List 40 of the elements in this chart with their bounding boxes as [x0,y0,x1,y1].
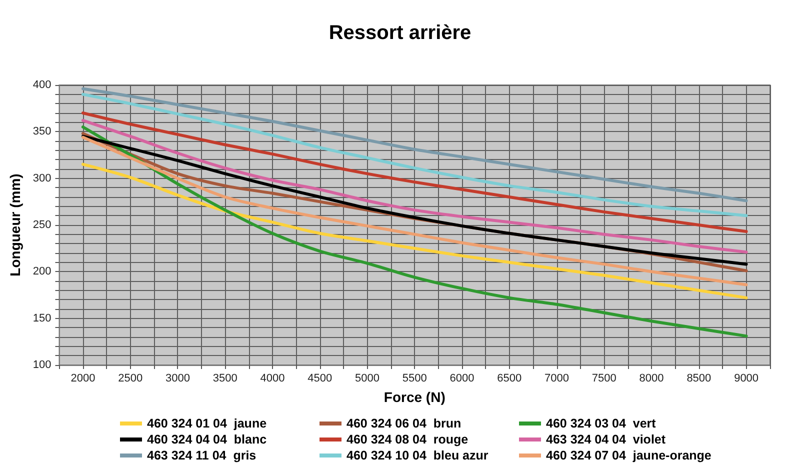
y-tick-label: 150 [32,312,52,324]
legend-label: 460 324 01 04 jaune [147,416,267,430]
x-tick-label: 5000 [355,372,380,384]
y-tick-label: 200 [32,266,52,278]
legend-label: 463 324 11 04 gris [147,448,256,462]
line-series [81,112,748,234]
legend-label: 460 324 03 04 vert [546,416,657,430]
x-tick-label: 8000 [639,372,664,384]
y-tick-label: 100 [32,359,52,371]
x-tick-label: 4000 [260,372,285,384]
legend-label: 460 324 04 04 blanc [147,432,267,446]
chart-title: Ressort arrière [328,22,472,44]
y-tick-label: 400 [32,79,52,91]
x-axis-title: Force (N) [384,389,446,405]
x-tick-label: 5500 [402,372,427,384]
x-tick-label: 9000 [734,372,759,384]
y-tick-label: 300 [32,172,52,184]
line-series [81,87,748,202]
x-tick-label: 6000 [450,372,474,384]
x-tick-label: 4500 [308,372,332,384]
legend-label: 460 324 10 04 bleu azur [346,448,488,462]
line-series [81,118,748,254]
legend-label: 460 324 06 04 brun [346,416,462,430]
x-tick-label: 7000 [544,372,570,384]
legend-label: 463 324 04 04 violet [546,432,666,446]
y-axis-title: Longueur (mm) [7,174,23,276]
line-series [81,126,748,338]
x-tick-label: 8500 [686,372,712,384]
x-tick-label: 2500 [118,372,143,384]
x-tick-label: 3500 [212,372,238,384]
legend-label: 460 324 08 04 rouge [346,432,468,446]
line-series [81,162,748,300]
x-tick-label: 7500 [592,372,616,384]
line-series [81,92,748,218]
y-tick-label: 250 [32,219,52,231]
x-tick-label: 6500 [497,372,522,384]
x-tick-label: 3000 [165,372,190,384]
x-tick-label: 2000 [70,372,96,384]
legend-label: 460 324 07 04 jaune-orange [546,448,712,462]
y-tick-label: 350 [32,126,52,138]
